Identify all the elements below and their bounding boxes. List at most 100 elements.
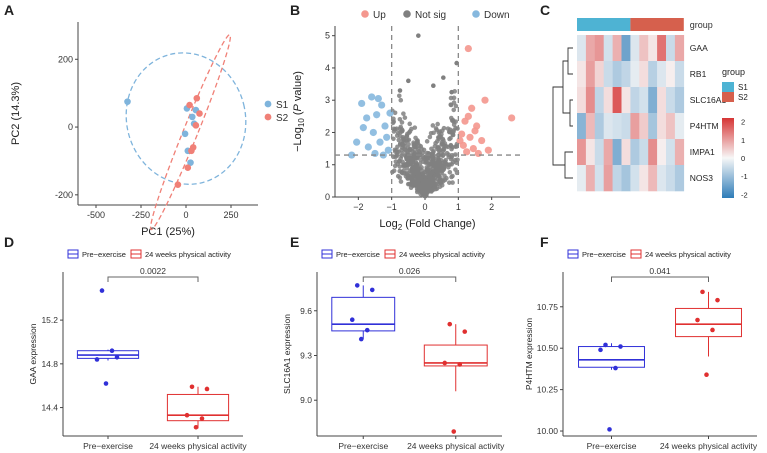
volcano-point-notsig bbox=[449, 146, 454, 152]
color-scale-bar bbox=[722, 118, 734, 198]
volcano-point-notsig bbox=[410, 183, 416, 188]
heatmap-cell bbox=[585, 113, 596, 140]
heatmap-row-label: P4HTM bbox=[690, 121, 719, 131]
box-data-point bbox=[189, 384, 195, 390]
heatmap-cell bbox=[603, 61, 613, 88]
heatmap-cell bbox=[585, 61, 596, 88]
heatmap-cell bbox=[657, 35, 667, 62]
volcano-point-notsig bbox=[431, 176, 436, 182]
panel-label-e: E bbox=[290, 234, 299, 250]
volcano-point-up bbox=[481, 96, 489, 104]
box-data-point bbox=[109, 348, 115, 354]
box-data-point bbox=[364, 327, 370, 333]
x-tick-label: 2 bbox=[489, 202, 494, 212]
volcano-point-notsig bbox=[436, 148, 442, 154]
legend-label-down: Down bbox=[484, 10, 510, 21]
panel-label-a: A bbox=[4, 2, 14, 18]
volcano-point-up bbox=[466, 133, 474, 141]
y-axis-title: P4HTM expression bbox=[524, 318, 534, 391]
volcano-point-notsig bbox=[408, 176, 413, 181]
heatmap-cell bbox=[603, 35, 613, 62]
heatmap-cell bbox=[621, 139, 631, 166]
volcano-point-notsig bbox=[409, 167, 414, 173]
volcano-point-notsig bbox=[436, 174, 442, 179]
box-data-point bbox=[103, 381, 109, 386]
heatmap-cell bbox=[612, 165, 622, 192]
volcano-point-notsig bbox=[390, 120, 396, 126]
volcano-point-notsig bbox=[402, 147, 408, 152]
heatmap-cell bbox=[577, 113, 587, 140]
box-data-point bbox=[613, 365, 618, 371]
heatmap-cell bbox=[594, 61, 604, 88]
heatmap-cell bbox=[648, 113, 658, 140]
heatmap-cell bbox=[621, 87, 631, 114]
heatmap-cell bbox=[603, 139, 613, 166]
volcano-point-notsig bbox=[412, 164, 418, 169]
volcano-point-notsig bbox=[398, 133, 403, 139]
pca-point-s1 bbox=[187, 159, 194, 166]
y-tick-label: 200 bbox=[58, 54, 73, 64]
box-data-point bbox=[114, 354, 120, 360]
y-tick-label: 15.2 bbox=[41, 315, 58, 325]
volcano-point-notsig bbox=[397, 158, 402, 164]
legend-dot-not-sig bbox=[403, 10, 411, 18]
heatmap-cell bbox=[657, 61, 667, 88]
volcano-point-notsig bbox=[396, 137, 402, 143]
heatmap-cell bbox=[577, 35, 587, 62]
box-data-point bbox=[199, 416, 205, 421]
volcano-point-down bbox=[353, 138, 361, 146]
y-tick-label: 1 bbox=[325, 160, 330, 170]
volcano-point-down bbox=[371, 149, 379, 158]
significance-bracket bbox=[362, 276, 457, 282]
heatmap-cell bbox=[612, 139, 622, 166]
volcano-point-up bbox=[478, 136, 486, 145]
x-tick-label: -250 bbox=[132, 210, 150, 220]
volcano-point-up bbox=[464, 112, 472, 120]
heatmap-cell bbox=[639, 61, 649, 88]
volcano-point-notsig bbox=[405, 161, 410, 167]
heatmap-cell bbox=[621, 61, 631, 88]
volcano-point-notsig bbox=[435, 121, 440, 127]
x-tick-label: 24 weeks physical activity bbox=[149, 441, 247, 451]
legend-label: 24 weeks physical activity bbox=[399, 250, 485, 259]
y-axis-title-part: −Log bbox=[292, 127, 304, 152]
legend-dot-down bbox=[472, 10, 480, 18]
box-data-point bbox=[99, 288, 105, 293]
box-data-point bbox=[442, 360, 448, 366]
legend-label-s2: S2 bbox=[738, 93, 748, 102]
volcano-point-notsig bbox=[396, 93, 402, 99]
heatmap-cell bbox=[612, 87, 622, 114]
legend-label: 24 weeks physical activity bbox=[145, 250, 231, 259]
volcano-point-up bbox=[469, 145, 477, 153]
color-scale-tick-label: 2 bbox=[741, 118, 745, 127]
volcano-point-up bbox=[508, 114, 516, 122]
heatmap-cell bbox=[648, 139, 658, 166]
volcano-point-notsig bbox=[406, 78, 411, 84]
pca-point-s2 bbox=[186, 101, 193, 109]
x-tick-label: −1 bbox=[387, 202, 397, 212]
pca-point-s2 bbox=[184, 164, 192, 172]
volcano-point-notsig bbox=[450, 117, 456, 123]
volcano-point-notsig bbox=[445, 162, 451, 167]
volcano-point-notsig bbox=[439, 170, 444, 176]
volcano-point-notsig bbox=[414, 168, 420, 173]
heatmap-cell bbox=[585, 35, 596, 62]
volcano-point-notsig bbox=[418, 191, 423, 197]
volcano-point-notsig bbox=[407, 121, 413, 127]
volcano-point-notsig bbox=[419, 146, 425, 152]
group-bar-s2 bbox=[630, 18, 684, 31]
volcano-point-notsig bbox=[444, 150, 450, 156]
volcano-point-notsig bbox=[399, 120, 405, 125]
volcano-point-down bbox=[364, 143, 372, 151]
box-iqr bbox=[423, 344, 488, 367]
volcano-point-notsig bbox=[421, 183, 426, 189]
volcano-point-down bbox=[358, 99, 366, 108]
color-scale-tick-label: 0 bbox=[741, 154, 745, 163]
heatmap-cell bbox=[594, 165, 604, 192]
pca-point-s2 bbox=[174, 181, 182, 188]
p-value-label: 0.026 bbox=[399, 266, 421, 276]
volcano-point-up bbox=[484, 146, 492, 154]
x-axis-title: Log2 (Fold Change) bbox=[379, 218, 475, 232]
volcano-point-notsig bbox=[404, 157, 410, 162]
